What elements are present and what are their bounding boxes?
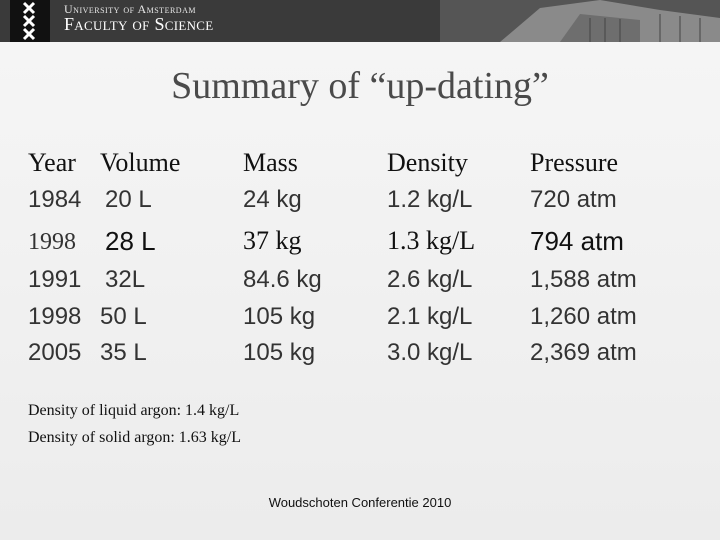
column-header: Density <box>387 148 468 177</box>
table-cell: 1,260 atm <box>530 303 637 330</box>
column-header: Year <box>28 148 76 177</box>
university-name: University of Amsterdam <box>64 2 196 16</box>
table-cell: 84.6 kg <box>243 266 322 293</box>
table-cell: 794 atm <box>530 226 624 256</box>
table-cell: 50 L <box>100 303 147 330</box>
column-header: Mass <box>243 148 298 177</box>
note: Density of solid argon: 1.63 kg/L <box>28 429 242 446</box>
footer: Woudschoten Conferentie 2010 <box>268 495 452 510</box>
table-cell: 32L <box>105 266 146 293</box>
table-cell: 1998 <box>28 229 76 255</box>
logo-crosses <box>22 1 36 41</box>
column-header: Volume <box>100 148 181 177</box>
header-graphics <box>10 0 720 42</box>
header-bar: University of Amsterdam Faculty of Scien… <box>0 0 720 42</box>
table-cell: 2,369 atm <box>530 339 637 366</box>
table-cell: 1,588 atm <box>530 266 637 293</box>
table-cell: 2.6 kg/L <box>387 266 473 293</box>
table-cell: 720 atm <box>530 186 617 213</box>
table-cell: 20 L <box>105 186 152 213</box>
table-cell: 37 kg <box>243 226 302 255</box>
table-cell: 1991 <box>28 266 82 293</box>
column-header: Pressure <box>530 148 619 177</box>
slide-title: Summary of “up-dating” <box>171 65 549 107</box>
table-cell: 1.3 kg/L <box>387 226 476 255</box>
table-cell: 3.0 kg/L <box>387 339 473 366</box>
table-cell: 1984 <box>28 186 82 213</box>
table-cell: 1998 <box>28 303 82 330</box>
note: Density of liquid argon: 1.4 kg/L <box>28 402 240 419</box>
table-cell: 35 L <box>100 339 147 366</box>
faculty-name: Faculty of Science <box>64 14 214 34</box>
table-cell: 24 kg <box>243 186 302 213</box>
building-windows <box>589 14 701 42</box>
table-cell: 105 kg <box>243 303 316 330</box>
table-cell: 28 L <box>105 226 156 256</box>
table-cell: 105 kg <box>243 339 316 366</box>
table-cell: 1.2 kg/L <box>387 186 473 213</box>
table-cell: 2.1 kg/L <box>387 303 473 330</box>
table-cell: 2005 <box>28 339 82 366</box>
